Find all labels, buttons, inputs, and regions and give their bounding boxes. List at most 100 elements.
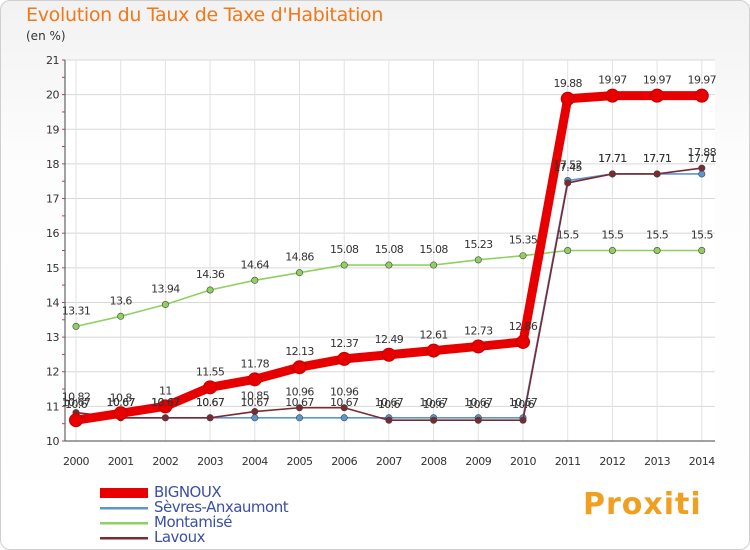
data-label-lavoux: 17.71 — [598, 152, 627, 165]
data-label-s-vres-anxaumont: 10.67 — [285, 396, 314, 409]
data-label-lavoux: 10.6 — [512, 398, 535, 411]
x-tick-label: 2012 — [599, 455, 625, 468]
data-point-bignoux — [426, 343, 441, 358]
data-point-s-vres-anxaumont — [295, 414, 303, 422]
legend-item-sevres-anxaumont[interactable]: Sèvres-Anxaumont — [100, 498, 289, 516]
data-label-lavoux: 17.71 — [643, 152, 672, 165]
data-point-s-vres-anxaumont — [340, 414, 348, 422]
data-label-bignoux: 12.37 — [330, 337, 359, 350]
data-label-lavoux: 17.88 — [688, 146, 717, 159]
legend-label-lavoux: Lavoux — [154, 528, 206, 546]
data-point-bignoux — [247, 372, 262, 387]
data-label-s-vres-anxaumont: 10.67 — [375, 396, 404, 409]
data-label-montamis: 14.86 — [285, 251, 314, 264]
data-point-bignoux — [203, 380, 218, 395]
data-label-montamis: 15.08 — [375, 243, 404, 256]
y-tick-label: 21 — [46, 54, 59, 67]
data-label-bignoux: 19.97 — [688, 74, 717, 87]
x-tick-label: 2001 — [108, 455, 134, 468]
data-label-bignoux: 11.78 — [241, 357, 270, 370]
data-point-montamis — [251, 276, 259, 284]
y-tick-label: 10 — [46, 435, 59, 448]
y-tick-label: 17 — [46, 193, 59, 206]
data-point-bignoux — [158, 399, 173, 414]
data-point-lavoux — [653, 170, 661, 178]
data-label-lavoux: 10.67 — [151, 396, 180, 409]
data-point-lavoux — [474, 416, 482, 424]
legend-swatch-bignoux — [100, 487, 148, 498]
chart-title: Evolution du Taux de Taxe d'Habitation — [26, 4, 384, 26]
data-label-lavoux: 10.6 — [467, 398, 490, 411]
chart-subtitle: (en %) — [26, 29, 66, 43]
data-label-montamis: 15.35 — [509, 234, 538, 247]
data-point-lavoux — [295, 404, 303, 412]
data-label-bignoux: 11 — [159, 384, 172, 397]
x-tick-label: 2008 — [421, 455, 447, 468]
legend-item-lavoux[interactable]: Lavoux — [100, 530, 288, 545]
data-point-bignoux — [381, 347, 396, 362]
data-label-bignoux: 12.73 — [464, 324, 493, 337]
data-point-s-vres-anxaumont — [698, 170, 706, 178]
x-tick-label: 2011 — [555, 455, 581, 468]
y-tick-label: 19 — [46, 123, 59, 136]
data-label-s-vres-anxaumont: 10.67 — [509, 396, 538, 409]
data-label-bignoux: 12.49 — [375, 333, 404, 346]
x-tick-label: 2000 — [63, 455, 89, 468]
data-label-s-vres-anxaumont: 17.71 — [598, 152, 627, 165]
data-point-lavoux — [564, 179, 572, 187]
x-tick-label: 2003 — [197, 455, 223, 468]
data-point-bignoux — [516, 334, 530, 349]
data-label-lavoux: 17.45 — [553, 161, 582, 174]
data-point-bignoux — [471, 339, 486, 354]
x-tick-label: 2007 — [376, 455, 402, 468]
data-label-bignoux: 19.88 — [553, 77, 582, 90]
data-label-s-vres-anxaumont: 17.71 — [643, 152, 672, 165]
x-tick-label: 2006 — [331, 455, 357, 468]
legend-swatch-lavoux — [100, 536, 148, 539]
data-label-s-vres-anxaumont: 10.67 — [106, 396, 135, 409]
data-label-montamis: 14.36 — [196, 268, 225, 281]
data-point-lavoux — [608, 170, 616, 178]
x-tick-label: 2005 — [287, 455, 313, 468]
data-label-montamis: 15.08 — [330, 243, 359, 256]
data-label-montamis: 15.08 — [419, 243, 448, 256]
data-label-bignoux: 12.13 — [285, 345, 314, 358]
data-label-lavoux: 10.96 — [285, 386, 314, 399]
data-label-bignoux: 12.86 — [509, 320, 538, 333]
data-label-lavoux: 10.96 — [330, 386, 359, 399]
x-tick-label: 2009 — [465, 455, 491, 468]
data-point-lavoux — [519, 416, 527, 424]
data-point-montamis — [206, 286, 214, 294]
y-tick-label: 14 — [46, 296, 59, 309]
data-label-montamis: 15.5 — [601, 229, 624, 242]
y-tick-label: 13 — [46, 331, 59, 344]
x-tick-label: 2002 — [152, 455, 178, 468]
legend-item-montamise[interactable]: Montamisé — [100, 515, 288, 530]
y-tick-label: 20 — [46, 89, 59, 102]
data-point-montamis — [608, 247, 616, 255]
y-tick-label: 16 — [46, 227, 59, 240]
y-tick-label: 15 — [46, 262, 59, 275]
y-tick-label: 11 — [46, 400, 59, 413]
data-point-lavoux — [340, 404, 348, 412]
data-point-lavoux — [385, 416, 393, 424]
x-tick-label: 2013 — [644, 455, 670, 468]
data-label-lavoux: 10.6 — [378, 398, 401, 411]
data-label-montamis: 15.5 — [557, 229, 580, 242]
data-label-lavoux: 10.67 — [196, 396, 225, 409]
data-label-lavoux: 10.82 — [62, 391, 91, 404]
data-point-bignoux — [113, 406, 128, 421]
data-label-bignoux: 19.97 — [643, 74, 672, 87]
proxiti-logo[interactable]: Proxiti — [583, 487, 702, 522]
data-label-s-vres-anxaumont: 10.67 — [330, 396, 359, 409]
x-tick-label: 2004 — [242, 455, 268, 468]
data-label-montamis: 13.31 — [62, 304, 91, 317]
data-label-s-vres-anxaumont: 10.67 — [464, 396, 493, 409]
data-point-bignoux — [650, 88, 665, 103]
legend-label-sevres-anxaumont: Sèvres-Anxaumont — [154, 498, 289, 516]
y-tick-label: 18 — [46, 158, 59, 171]
data-label-bignoux: 10.8 — [110, 391, 133, 404]
data-label-lavoux: 10.6 — [423, 398, 446, 411]
data-label-s-vres-anxaumont: 10.67 — [151, 396, 180, 409]
legend-item-bignoux[interactable]: BIGNOUX — [100, 485, 288, 500]
